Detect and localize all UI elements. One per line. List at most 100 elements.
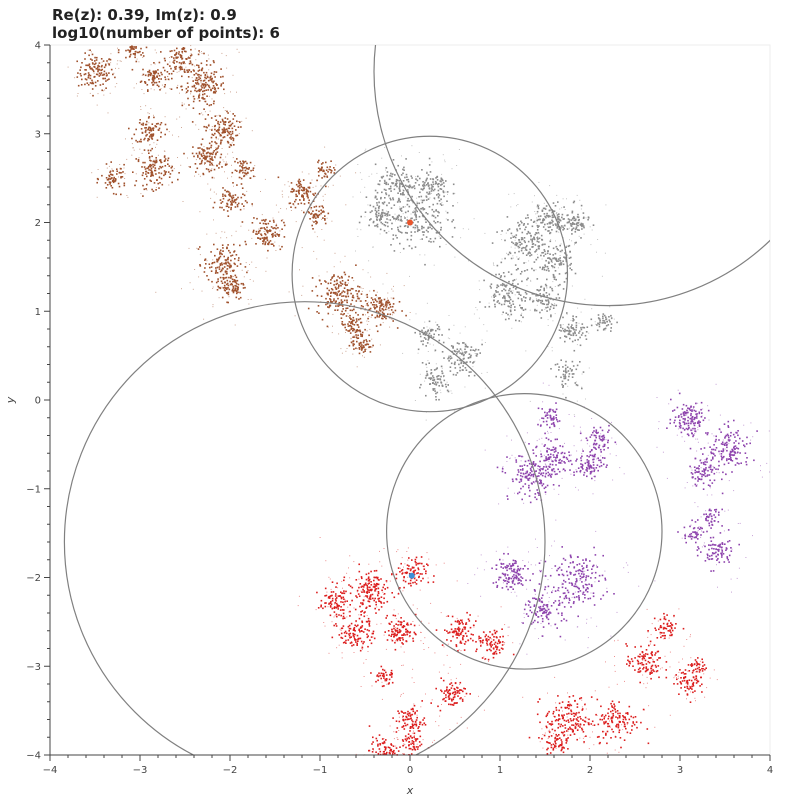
scatter-point	[414, 210, 416, 213]
scatter-point	[337, 309, 339, 311]
scatter-point	[311, 179, 313, 181]
scatter-point	[456, 352, 458, 355]
scatter-point	[570, 225, 573, 227]
scatter-point	[383, 298, 386, 301]
scatter-point	[523, 262, 525, 264]
scatter-point	[158, 78, 160, 80]
scatter-point	[733, 450, 735, 452]
scatter-point	[698, 420, 700, 422]
scatter-point	[575, 381, 577, 383]
scatter-point	[335, 164, 337, 166]
scatter-point	[397, 226, 399, 229]
scatter-point	[510, 206, 512, 208]
scatter-point	[203, 52, 205, 55]
scatter-point	[561, 462, 563, 464]
scatter-point	[214, 132, 216, 135]
scatter-point	[321, 211, 324, 213]
scatter-point	[693, 466, 696, 468]
scatter-point	[138, 140, 141, 143]
scatter-point	[503, 275, 506, 278]
scatter-point	[188, 56, 189, 58]
scatter-point	[154, 159, 156, 161]
scatter-point	[706, 461, 708, 463]
scatter-point	[450, 345, 453, 347]
scatter-point	[350, 322, 352, 324]
scatter-point	[262, 240, 264, 242]
scatter-point	[508, 305, 510, 308]
scatter-point	[167, 159, 169, 162]
scatter-point	[554, 447, 557, 449]
scatter-point	[572, 315, 574, 317]
scatter-point	[590, 324, 593, 327]
scatter-point	[255, 230, 258, 233]
scatter-point	[391, 216, 394, 218]
scatter-point	[273, 227, 276, 229]
scatter-point	[221, 253, 223, 256]
scatter-point	[572, 227, 575, 229]
scatter-point	[544, 264, 546, 266]
scatter-point	[673, 421, 675, 424]
scatter-point	[303, 198, 305, 200]
scatter-point	[429, 238, 432, 240]
scatter-point	[724, 435, 727, 438]
scatter-point	[366, 330, 368, 332]
scatter-point	[341, 323, 343, 325]
scatter-point	[84, 69, 86, 71]
scatter-point	[420, 383, 422, 386]
scatter-point	[478, 317, 480, 319]
scatter-point	[368, 175, 370, 177]
scatter-point	[542, 226, 545, 228]
scatter-point	[180, 66, 183, 69]
scatter-point	[208, 123, 210, 125]
scatter-point	[211, 168, 213, 170]
scatter-point	[450, 357, 453, 359]
scatter-point	[462, 354, 465, 357]
scatter-point	[175, 65, 177, 68]
scatter-point	[232, 276, 234, 277]
scatter-point	[440, 382, 443, 384]
scatter-point	[743, 445, 746, 448]
scatter-point	[94, 63, 96, 66]
scatter-point	[206, 75, 209, 78]
scatter-point	[564, 224, 566, 227]
scatter-point	[263, 227, 265, 229]
scatter-point	[729, 456, 731, 458]
scatter-point	[551, 214, 554, 217]
scatter-point	[315, 209, 318, 212]
scatter-point	[322, 217, 324, 219]
scatter-point	[547, 432, 549, 434]
scatter-point	[402, 168, 404, 171]
scatter-point	[557, 220, 560, 223]
scatter-point	[215, 271, 217, 273]
scatter-point	[211, 176, 214, 179]
scatter-point	[157, 69, 159, 71]
scatter-point	[387, 292, 389, 294]
scatter-point	[404, 211, 407, 214]
scatter-point	[313, 206, 316, 208]
scatter-point	[358, 329, 361, 332]
scatter-point	[386, 212, 389, 215]
scatter-point	[557, 293, 559, 296]
scatter-point	[142, 195, 144, 197]
scatter-point	[176, 118, 178, 120]
scatter-point	[358, 352, 361, 355]
scatter-point	[226, 279, 229, 282]
scatter-point	[145, 188, 147, 190]
scatter-point	[233, 243, 235, 246]
scatter-point	[540, 254, 542, 257]
scatter-point	[318, 205, 321, 208]
scatter-point	[552, 247, 555, 250]
scatter-point	[452, 346, 454, 349]
scatter-point	[697, 441, 699, 443]
scatter-point	[585, 398, 586, 400]
scatter-point	[164, 69, 166, 72]
scatter-point	[242, 171, 244, 174]
scatter-point	[355, 321, 357, 324]
scatter-point	[745, 463, 748, 466]
scatter-point	[85, 64, 87, 67]
scatter-point	[152, 74, 154, 77]
scatter-point	[509, 287, 511, 290]
scatter-point	[702, 488, 705, 490]
scatter-point	[552, 276, 555, 278]
scatter-point	[718, 460, 720, 463]
